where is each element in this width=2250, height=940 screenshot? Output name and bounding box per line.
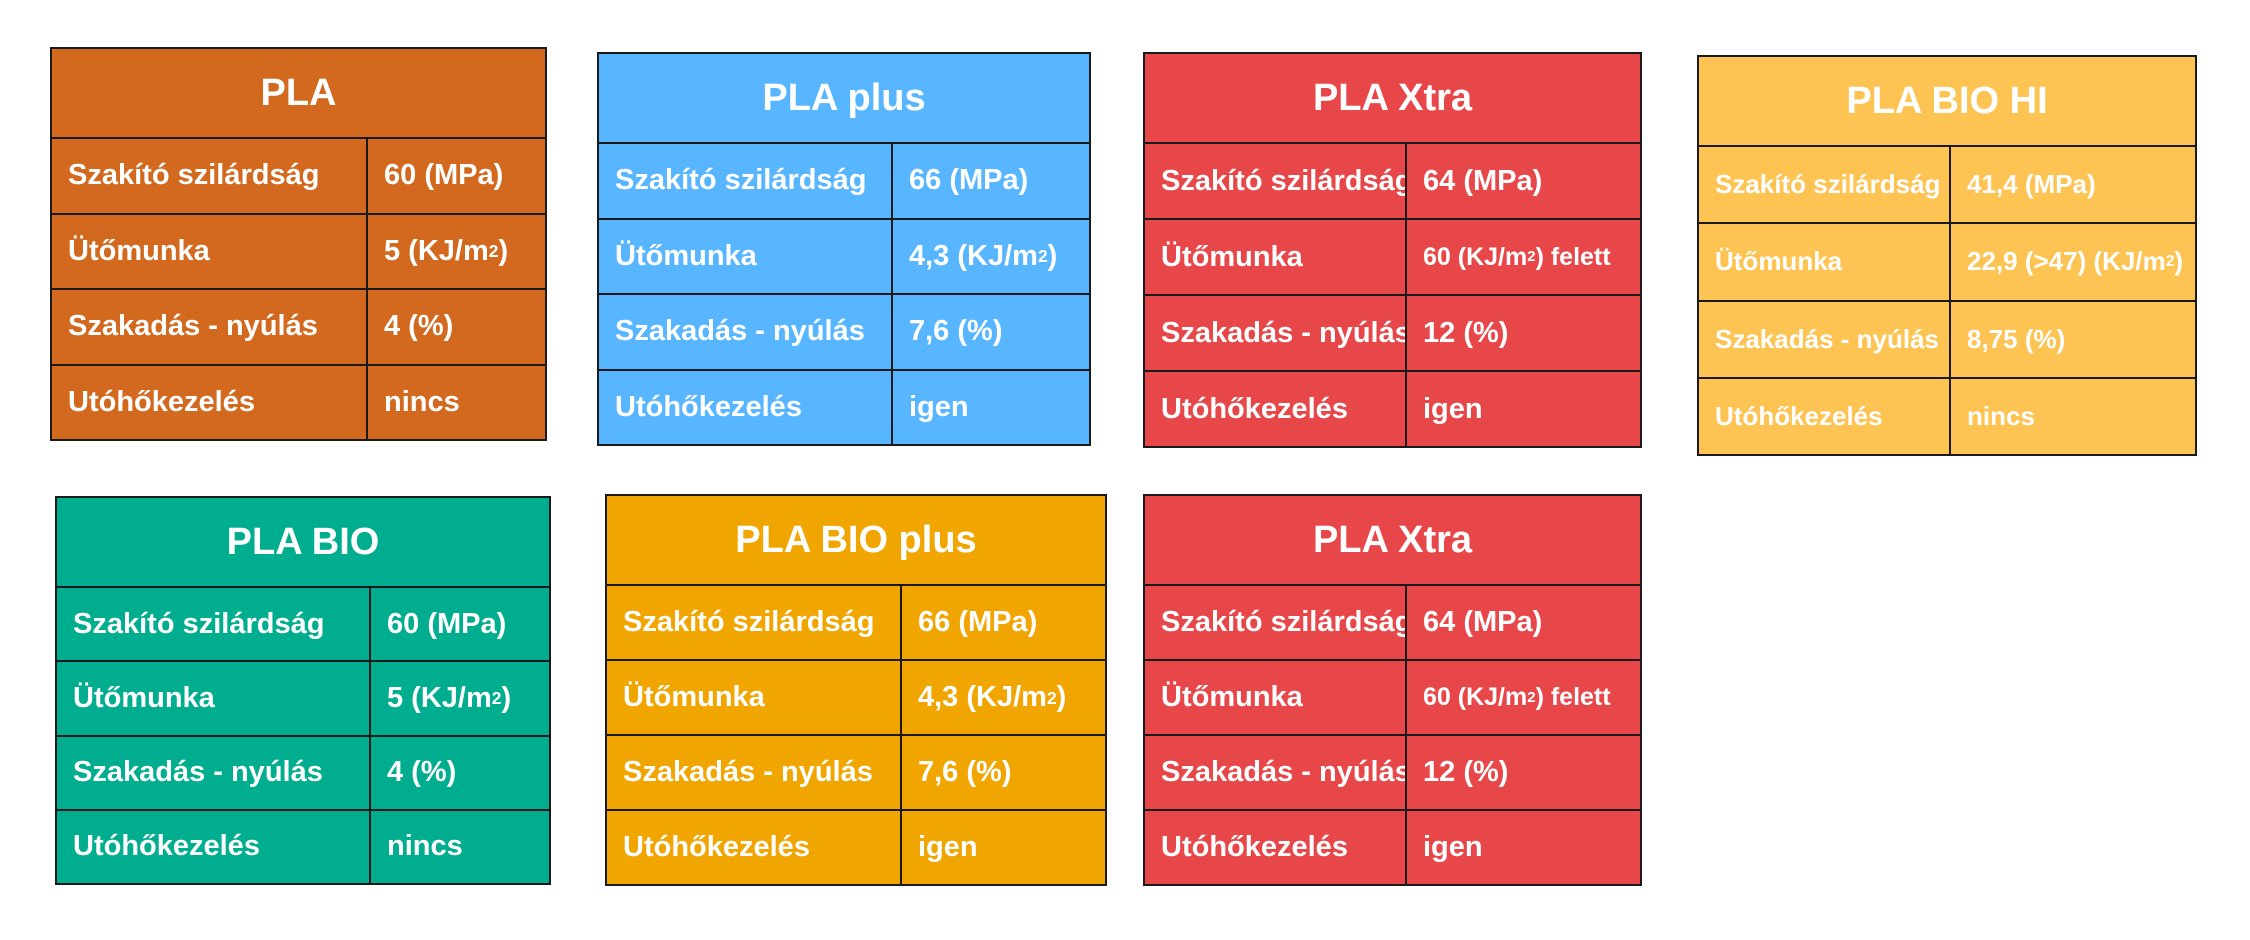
row-label: Ütőmunka (599, 219, 893, 293)
table-row: Szakadás - nyúlás 4 (%) (52, 290, 545, 366)
table-row: Szakító szilárdság 60 (MPa) (52, 139, 545, 215)
row-label: Ütőmunka (52, 214, 368, 288)
row-value: 8,75 (%) (1967, 323, 2066, 354)
row-label: Utóhőkezelés (57, 810, 371, 883)
table-row: Ütőmunka 60 (KJ/m 2) felett (1145, 661, 1640, 736)
row-value: 66 (MPa) (918, 606, 1038, 638)
row-value: 64 (MPa) (1423, 164, 1543, 197)
card-title: PLA plus (599, 54, 1089, 144)
row-label: Utóhőkezelés (607, 811, 902, 884)
table-row: Ütőmunka 5 (KJ/m 2) (57, 662, 549, 737)
row-label: Utóhőkezelés (599, 370, 893, 444)
row-label: Szakító szilárdság (607, 586, 902, 659)
card-pla-xtra-1: PLA Xtra Szakító szilárdság 64 (MPa) Ütőmun… (1143, 52, 1642, 448)
card-title: PLA Xtra (1145, 54, 1640, 144)
row-value: 7,6 (%) (909, 315, 1003, 348)
row-value: 60 (KJ/m 2) felett (1423, 242, 1611, 271)
table-row: Szakadás - nyúlás 7,6 (%) (599, 295, 1089, 371)
card-pla-bio: PLA BIO Szakító szilárdság 60 (MPa) Ütőmunk… (55, 496, 551, 885)
row-value: nincs (1967, 400, 2035, 431)
row-label: Szakadás - nyúlás (1145, 296, 1407, 370)
row-value: 66 (MPa) (909, 164, 1029, 197)
row-label: Ütőmunka (57, 662, 371, 735)
row-label: Szakító szilárdság (52, 139, 368, 213)
table-row: Ütőmunka 60 (KJ/m 2) felett (1145, 220, 1640, 296)
row-value: igen (1423, 392, 1483, 425)
row-value: 4 (%) (384, 310, 454, 343)
table-row: Ütőmunka 22,9 (>47) (KJ/m 2) (1699, 224, 2195, 302)
row-label: Szakító szilárdság (57, 588, 371, 661)
table-row: Ütőmunka 5 (KJ/m 2) (52, 214, 545, 290)
table-row: Utóhőkezelés nincs (1699, 378, 2195, 454)
card-pla-plus: PLA plus Szakító szilárdság 66 (MPa) Ütőmun… (597, 52, 1091, 446)
table-row: Szakító szilárdság 60 (MPa) (57, 588, 549, 663)
card-pla-xtra-2: PLA Xtra Szakító szilárdság 64 (MPa) Ütőmun… (1143, 494, 1642, 886)
row-label: Utóhőkezelés (1145, 372, 1407, 446)
card-pla-bio-hi: PLA BIO HI Szakító szilárdság 41,4 (MPa) Üt… (1697, 55, 2197, 456)
table-row: Utóhőkezelés igen (607, 811, 1105, 884)
table-row: Szakadás - nyúlás 12 (%) (1145, 296, 1640, 372)
row-value: 7,6 (%) (918, 756, 1012, 788)
table-row: Utóhőkezelés igen (599, 370, 1089, 444)
row-label: Szakadás - nyúlás (1145, 736, 1407, 809)
row-label: Utóhőkezelés (52, 365, 368, 439)
card-title: PLA BIO (57, 498, 549, 588)
row-label: Ütőmunka (1145, 661, 1407, 734)
row-label: Ütőmunka (1699, 224, 1951, 300)
table-row: Szakadás - nyúlás 4 (%) (57, 736, 549, 811)
row-value: 60 (MPa) (387, 607, 507, 640)
table-row: Ütőmunka 4,3 (KJ/m 2) (607, 661, 1105, 736)
card-title: PLA Xtra (1145, 496, 1640, 586)
row-label: Szakadás - nyúlás (599, 295, 893, 369)
row-value: 12 (%) (1423, 316, 1509, 349)
row-label: Ütőmunka (607, 661, 902, 734)
table-row: Szakadás - nyúlás 12 (%) (1145, 736, 1640, 811)
table-row: Szakító szilárdság 41,4 (MPa) (1699, 147, 2195, 225)
card-title: PLA BIO HI (1699, 57, 2195, 147)
table-row: Szakadás - nyúlás 8,75 (%) (1699, 301, 2195, 379)
row-value: 64 (MPa) (1423, 606, 1543, 638)
row-value: 60 (KJ/m 2) felett (1423, 683, 1611, 711)
row-label: Utóhőkezelés (1699, 378, 1951, 454)
row-value: 5 (KJ/m 2) (387, 681, 512, 714)
card-pla: PLA Szakító szilárdság 60 (MPa) Ütőmunka 5 (… (50, 47, 547, 441)
row-label: Szakító szilárdság (1699, 147, 1951, 223)
table-row: Utóhőkezelés igen (1145, 811, 1640, 884)
row-label: Szakadás - nyúlás (57, 736, 371, 809)
card-pla-bio-plus: PLA BIO plus Szakító szilárdság 66 (MPa) Üt… (605, 494, 1107, 886)
row-label: Szakító szilárdság (1145, 586, 1407, 659)
row-label: Szakadás - nyúlás (607, 736, 902, 809)
row-label: Utóhőkezelés (1145, 811, 1407, 884)
table-row: Szakító szilárdság 66 (MPa) (599, 144, 1089, 220)
row-value: 4,3 (KJ/m 2) (918, 681, 1067, 713)
row-value: igen (909, 390, 969, 423)
row-value: 60 (MPa) (384, 159, 504, 192)
row-label: Szakadás - nyúlás (1699, 301, 1951, 377)
table-row: Szakadás - nyúlás 7,6 (%) (607, 736, 1105, 811)
card-title: PLA BIO plus (607, 496, 1105, 586)
row-label: Szakító szilárdság (1145, 144, 1407, 218)
table-row: Utóhőkezelés nincs (52, 365, 545, 439)
table-row: Szakító szilárdság 64 (MPa) (1145, 586, 1640, 661)
row-value: 5 (KJ/m 2) (384, 234, 509, 267)
row-value: 4,3 (KJ/m 2) (909, 239, 1058, 272)
row-value: 22,9 (>47) (KJ/m 2) (1967, 246, 2184, 277)
row-value: igen (1423, 831, 1483, 863)
card-title: PLA (52, 49, 545, 139)
row-value: nincs (387, 830, 463, 863)
row-value: 12 (%) (1423, 756, 1509, 788)
row-label: Szakadás - nyúlás (52, 290, 368, 364)
table-row: Ütőmunka 4,3 (KJ/m 2) (599, 219, 1089, 295)
row-value: 41,4 (MPa) (1967, 169, 2096, 200)
row-label: Szakító szilárdság (599, 144, 893, 218)
row-value: igen (918, 831, 978, 863)
table-row: Utóhőkezelés nincs (57, 810, 549, 883)
row-label: Ütőmunka (1145, 220, 1407, 294)
table-row: Szakító szilárdság 64 (MPa) (1145, 144, 1640, 220)
row-value: nincs (384, 385, 460, 418)
row-value: 4 (%) (387, 756, 457, 789)
table-row: Szakító szilárdság 66 (MPa) (607, 586, 1105, 661)
table-row: Utóhőkezelés igen (1145, 372, 1640, 446)
